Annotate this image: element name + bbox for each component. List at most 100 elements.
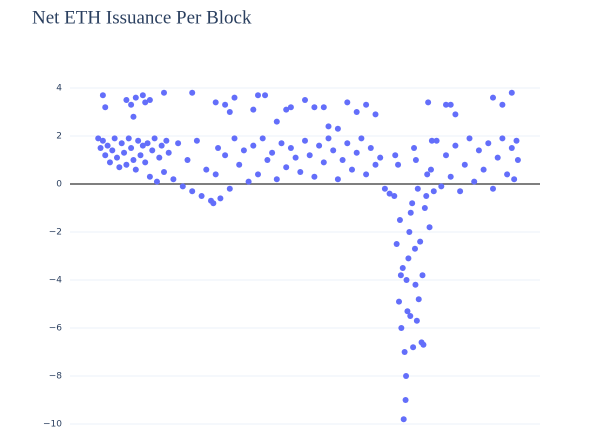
- point: [490, 185, 496, 192]
- point: [184, 157, 191, 163]
- point: [121, 149, 128, 156]
- point: [278, 140, 285, 147]
- point: [490, 94, 496, 101]
- point: [316, 142, 323, 149]
- point: [283, 106, 290, 113]
- point: [189, 188, 196, 195]
- point: [139, 142, 146, 149]
- y-tick-label: −8: [49, 372, 63, 382]
- point: [403, 277, 410, 283]
- point: [95, 135, 102, 142]
- point: [457, 188, 464, 195]
- point: [222, 101, 229, 108]
- point: [504, 171, 511, 178]
- point: [409, 200, 416, 207]
- y-tick-label: −6: [49, 324, 63, 334]
- point: [292, 154, 299, 161]
- point: [447, 173, 454, 180]
- point: [415, 296, 422, 303]
- point: [283, 164, 290, 171]
- point: [433, 137, 440, 144]
- point: [125, 135, 132, 142]
- point: [123, 161, 130, 168]
- point: [353, 109, 360, 115]
- point: [311, 173, 318, 180]
- point: [400, 416, 407, 423]
- point: [240, 147, 247, 154]
- point: [414, 185, 421, 192]
- point: [405, 255, 412, 262]
- point: [367, 145, 374, 151]
- point: [411, 245, 418, 252]
- point: [114, 154, 120, 161]
- point: [420, 341, 427, 348]
- point: [203, 166, 210, 173]
- point: [413, 317, 420, 324]
- point: [146, 173, 153, 180]
- y-tick-label: −4: [49, 276, 63, 286]
- point: [255, 92, 261, 99]
- point: [402, 397, 409, 403]
- point: [306, 152, 313, 159]
- point: [419, 272, 426, 279]
- point: [130, 157, 137, 163]
- point: [511, 176, 518, 183]
- point: [215, 145, 222, 151]
- point: [255, 171, 261, 178]
- point: [426, 224, 433, 231]
- point: [428, 137, 435, 144]
- point: [151, 135, 158, 142]
- point: [447, 101, 454, 108]
- point: [443, 152, 449, 159]
- point: [287, 145, 294, 151]
- point: [139, 92, 146, 99]
- point: [494, 154, 501, 161]
- y-tick-label: 2: [56, 132, 62, 142]
- point: [311, 104, 318, 111]
- point: [269, 149, 276, 156]
- point: [189, 89, 196, 96]
- point: [424, 171, 431, 178]
- point: [395, 161, 402, 168]
- point: [245, 178, 252, 185]
- point: [514, 157, 521, 163]
- point: [111, 135, 118, 142]
- point: [222, 152, 229, 159]
- point: [353, 149, 360, 156]
- point: [423, 193, 430, 199]
- point: [226, 185, 233, 192]
- point: [163, 137, 170, 144]
- point: [231, 135, 238, 142]
- point: [210, 200, 217, 207]
- point: [97, 145, 104, 151]
- point: [461, 161, 468, 168]
- point: [198, 193, 205, 199]
- point: [153, 178, 160, 185]
- point: [302, 97, 308, 103]
- point: [406, 229, 413, 235]
- point: [116, 164, 123, 171]
- point: [250, 106, 257, 113]
- point: [231, 94, 238, 101]
- point: [508, 89, 515, 96]
- y-tick-label: −10: [43, 420, 62, 430]
- chart-title: Net ETH Issuance Per Block: [32, 7, 252, 28]
- point: [407, 209, 414, 216]
- point: [330, 147, 337, 154]
- point: [226, 109, 233, 115]
- point: [149, 147, 156, 154]
- point: [132, 166, 139, 173]
- point: [393, 241, 400, 247]
- point: [407, 313, 414, 319]
- point: [212, 171, 219, 178]
- point: [372, 111, 379, 118]
- point: [325, 123, 332, 130]
- point: [399, 265, 406, 271]
- point: [109, 147, 116, 154]
- point: [377, 154, 384, 161]
- point: [410, 344, 417, 351]
- point: [363, 101, 370, 108]
- y-tick-label: −2: [49, 228, 62, 238]
- point: [452, 142, 459, 149]
